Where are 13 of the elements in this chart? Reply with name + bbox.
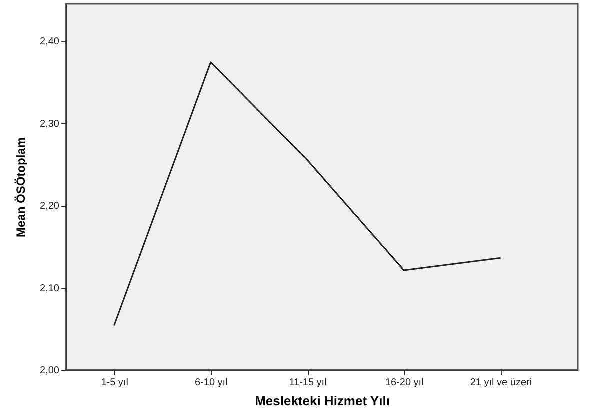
x-tick-label: 16-20 yıl [385,378,424,388]
y-tick-label: 2,20 [40,201,60,212]
x-tick-label: 6-10 yıl [195,378,228,388]
x-tick-label: 21 yıl ve üzeri [470,378,532,388]
y-tick-label: 2,30 [40,118,60,130]
y-axis-title: Mean ÖSÖtoplam [14,137,28,238]
line-series [114,62,502,326]
x-tick-label: 1-5 yıl [101,378,128,388]
y-tick-label: 2,00 [40,366,60,376]
y-tick-label: 2,10 [40,283,60,294]
x-tick-label: 11-15 yıl [289,378,327,388]
x-axis-title: Meslekteki Hizmet Yılı [255,394,390,408]
y-tick-label: 2,40 [40,36,60,48]
